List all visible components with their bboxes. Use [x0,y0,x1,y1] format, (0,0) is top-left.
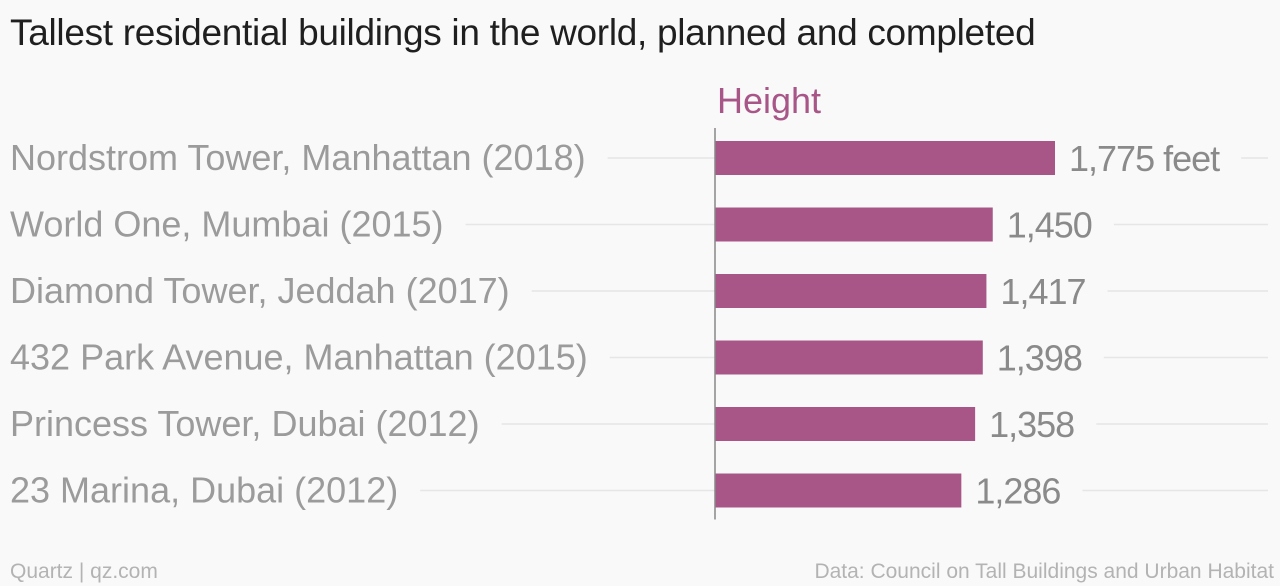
category-label: 432 Park Avenue, Manhattan (2015) [10,337,588,378]
bar [715,340,983,375]
value-label: 1,398 [997,338,1082,379]
bar [715,407,976,441]
footer-credit[interactable]: Quartz | qz.com [10,560,158,583]
bar [715,274,987,308]
value-label: 1,450 [1007,205,1092,246]
value-label: 1,775 feet [1069,138,1220,179]
series-header: Height [717,80,821,121]
category-label: 23 Marina, Dubai (2012) [10,470,398,511]
chart-title: Tallest residential buildings in the wor… [10,12,1036,53]
bar [715,141,1055,175]
value-label: 1,417 [1000,271,1085,312]
category-label: Nordstrom Tower, Manhattan (2018) [10,137,586,178]
value-label: 1,358 [989,404,1074,445]
category-label: Princess Tower, Dubai (2012) [10,403,480,444]
bar [715,207,993,242]
value-label: 1,286 [975,471,1060,512]
category-label: World One, Mumbai (2015) [10,204,444,245]
bar [715,473,962,508]
footer-data-source: Data: Council on Tall Buildings and Urba… [814,560,1274,583]
category-label: Diamond Tower, Jeddah (2017) [10,270,510,311]
